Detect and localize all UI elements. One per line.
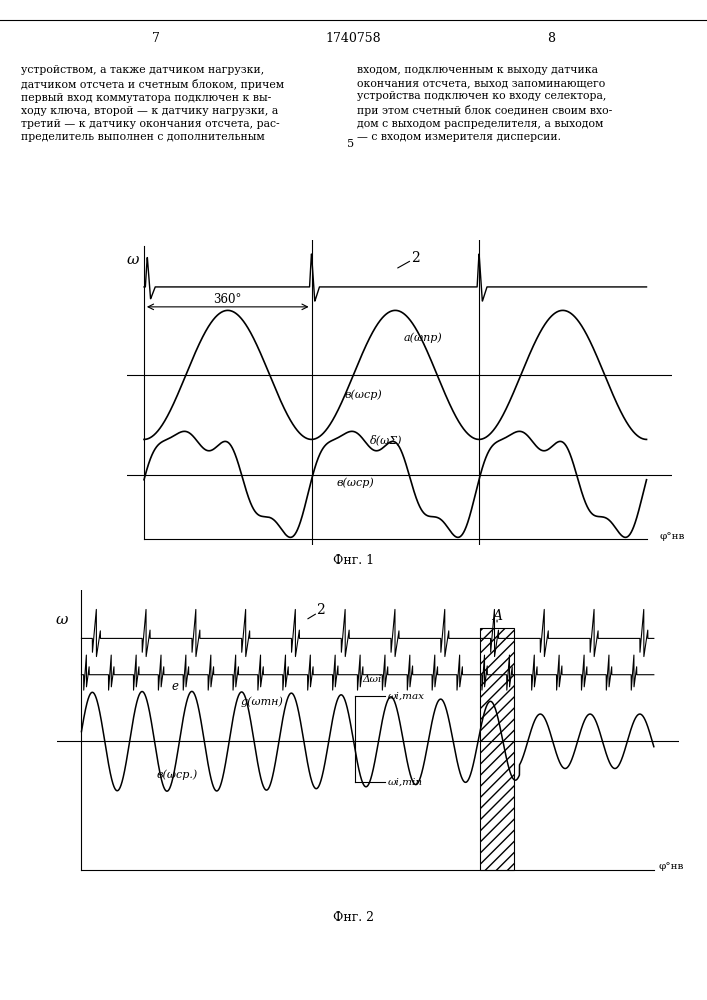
- Text: 360°: 360°: [214, 293, 242, 306]
- Text: в(ωср.): в(ωср.): [156, 769, 197, 780]
- Text: A: A: [492, 609, 502, 623]
- Text: 5: 5: [346, 139, 354, 149]
- Text: 1740758: 1740758: [326, 32, 381, 45]
- Text: 7: 7: [151, 32, 160, 45]
- Text: в(ωср): в(ωср): [345, 390, 382, 400]
- Text: 2: 2: [316, 603, 325, 617]
- Text: ωi,max: ωi,max: [387, 691, 424, 700]
- Text: a(ωпр): a(ωпр): [404, 332, 443, 343]
- Text: δ(ωΣ): δ(ωΣ): [370, 434, 403, 445]
- Text: φ°нв: φ°нв: [660, 532, 685, 541]
- Text: g(ωтн): g(ωтн): [240, 697, 284, 707]
- Text: устройством, а также датчиком нагрузки,
датчиком отсчета и счетным блоком, приче: устройством, а также датчиком нагрузки, …: [21, 65, 284, 142]
- Text: Фнг. 2: Фнг. 2: [333, 911, 374, 924]
- Text: в(ωср): в(ωср): [337, 478, 375, 488]
- Text: ω: ω: [55, 613, 68, 627]
- Text: 2: 2: [411, 251, 420, 265]
- Text: Δωi: Δωi: [363, 675, 382, 684]
- Text: ωi,min: ωi,min: [387, 778, 423, 787]
- Bar: [479, 628, 515, 870]
- Text: 8: 8: [547, 32, 556, 45]
- Text: ω: ω: [126, 253, 139, 267]
- Text: Фнг. 1: Фнг. 1: [333, 554, 374, 566]
- Text: e: e: [171, 680, 178, 693]
- Text: входом, подключенным к выходу датчика
окончания отсчета, выход запоминающего
уст: входом, подключенным к выходу датчика ок…: [357, 65, 612, 142]
- Text: φ°нв: φ°нв: [659, 862, 684, 871]
